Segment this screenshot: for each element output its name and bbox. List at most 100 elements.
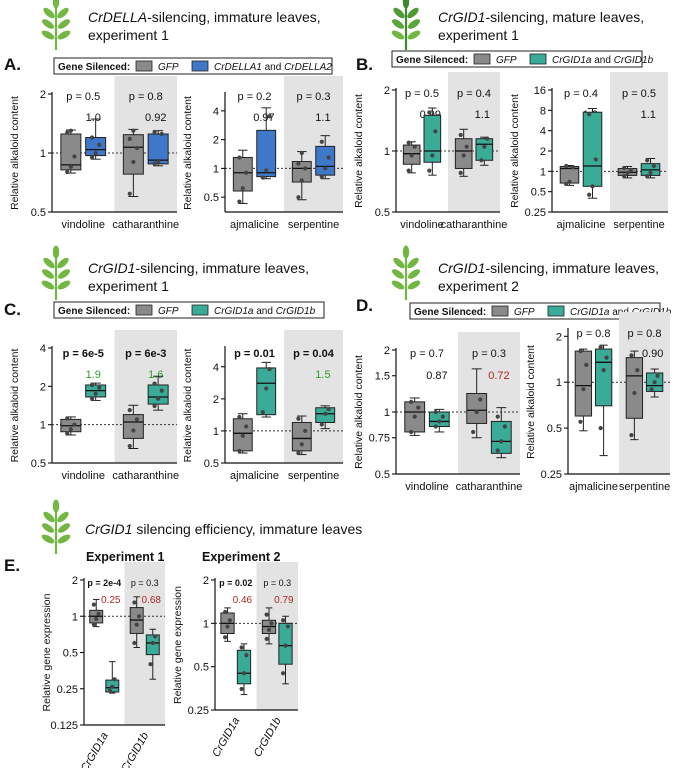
- p-value-label: p = 0.2: [238, 91, 272, 103]
- p-value-label: p = 0.5: [622, 88, 656, 100]
- data-point: [625, 170, 630, 175]
- data-point: [91, 602, 96, 607]
- data-point: [495, 448, 500, 453]
- data-point: [89, 396, 95, 401]
- data-point: [127, 136, 132, 142]
- panel-letter-a: A.: [4, 55, 21, 74]
- chart-C-left: 0.5 1 2 4 Relative alkaloid content vindoline…: [9, 330, 179, 482]
- category-label: ajmalicine: [569, 481, 618, 493]
- data-point: [65, 431, 70, 436]
- data-point: [110, 684, 115, 689]
- data-point: [406, 140, 411, 145]
- box: [122, 134, 144, 175]
- data-point: [134, 417, 140, 422]
- data-point: [409, 429, 414, 435]
- y-tick-label: 1: [384, 146, 390, 158]
- heading-b-gene: CrGID1: [438, 9, 485, 25]
- data-point: [152, 403, 157, 409]
- y-tick-label: 1: [40, 420, 46, 432]
- data-point: [598, 426, 603, 431]
- category-label: catharanthine: [456, 481, 523, 493]
- y-tick-label: 8: [540, 105, 546, 117]
- data-point: [645, 158, 650, 163]
- data-point: [267, 367, 272, 372]
- y-tick-label: 0.5: [31, 458, 46, 470]
- box: [315, 145, 336, 176]
- y-tick-label: 0.5: [375, 207, 390, 219]
- y-tick-label: 0.25: [525, 207, 546, 219]
- data-point: [326, 155, 331, 160]
- box: [256, 367, 277, 416]
- y-tick-label: 1.5: [375, 371, 390, 383]
- data-point: [96, 611, 101, 616]
- data-point: [237, 155, 242, 160]
- category-label: CrGID1a: [79, 731, 111, 768]
- box: [256, 129, 277, 178]
- leaf-icon: [389, 0, 423, 52]
- fold-change-label: 0.79: [274, 595, 294, 606]
- y-axis-label: Relative alkaloid content: [525, 345, 537, 459]
- y-tick-label: 2: [40, 381, 46, 393]
- data-point: [237, 414, 242, 420]
- legend-entry-silenced: CrGID1a and CrGID1b: [214, 306, 316, 317]
- data-point: [131, 128, 136, 133]
- data-point: [283, 643, 288, 648]
- data-point: [153, 634, 158, 639]
- heading-c-line2: experiment 1: [88, 278, 169, 294]
- data-point: [587, 192, 592, 197]
- legend-panel-c: Gene Silenced: GFP CrGID1a and CrGID1b: [53, 301, 325, 319]
- y-tick-label: 4: [40, 343, 46, 355]
- data-point: [107, 688, 113, 693]
- box: [475, 138, 494, 161]
- heading-c-line1: CrGID1-silencing, immature leaves,: [88, 260, 309, 276]
- legend-entry-silenced: CrDELLA1 and CrDELLA2: [214, 62, 332, 73]
- y-tick-label: 2: [203, 575, 209, 587]
- category-label: serpentine: [288, 219, 339, 231]
- data-point: [564, 163, 569, 169]
- box: [466, 392, 488, 424]
- category-label: vindoline: [405, 481, 448, 493]
- chart-D-right: 0.25 0.5 1 2 Relative alkaloid content ajmali…: [525, 312, 670, 493]
- category-label: ajmalicine: [557, 219, 606, 231]
- data-point: [326, 407, 331, 412]
- data-point: [409, 399, 414, 404]
- data-point: [280, 671, 286, 676]
- data-point: [237, 448, 242, 453]
- data-point: [598, 344, 603, 350]
- fold-change-label: 0.90: [642, 348, 663, 360]
- data-point: [587, 112, 592, 117]
- legend-panel-a: Gene Silenced: GFP CrDELLA1 and CrDELLA2: [53, 57, 333, 75]
- data-point: [651, 163, 656, 169]
- y-tick-label: 0.25: [541, 469, 562, 481]
- y-axis-label: Relative alkaloid content: [182, 96, 194, 210]
- data-point: [458, 170, 463, 175]
- p-value-label: p = 0.7: [410, 348, 444, 360]
- p-value-label: p = 0.3: [297, 91, 331, 103]
- data-point: [264, 168, 269, 173]
- data-point: [72, 422, 77, 427]
- y-tick-label: 4: [540, 126, 546, 138]
- y-tick-label: 2: [384, 85, 390, 97]
- fold-change-label: 0.25: [101, 595, 121, 606]
- data-point: [239, 645, 244, 650]
- data-point: [93, 150, 98, 156]
- data-point: [412, 144, 417, 149]
- data-point: [65, 169, 70, 175]
- p-value-label: p = 0.3: [263, 578, 291, 588]
- data-point: [433, 129, 438, 134]
- fold-change-label: 1.5: [315, 369, 330, 381]
- p-value-label: p = 2e-4: [87, 578, 121, 588]
- category-label: ajmalicine: [230, 470, 279, 482]
- chart-A-right: 0.5 1 2 4 Relative alkaloid content ajmalicin…: [182, 76, 343, 231]
- legend-swatch-gfp: [491, 305, 509, 317]
- data-point: [319, 174, 324, 179]
- y-tick-label: 0.5: [375, 469, 390, 481]
- y-tick-label: 16: [534, 85, 546, 97]
- data-point: [485, 136, 490, 141]
- category-label: serpentine: [613, 219, 664, 231]
- data-point: [159, 131, 164, 137]
- category-label: vindoline: [400, 219, 443, 231]
- box: [236, 649, 252, 685]
- legend-entry-silenced: CrGID1a and CrGID1b: [552, 55, 654, 66]
- y-tick-label: 0.5: [194, 662, 209, 674]
